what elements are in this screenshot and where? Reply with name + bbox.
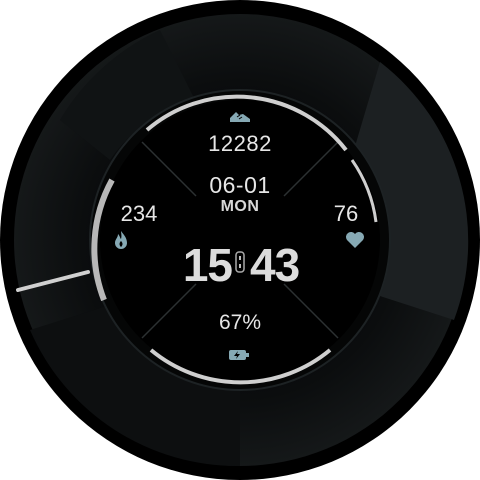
time-colon bbox=[239, 256, 241, 260]
heart-icon bbox=[346, 232, 364, 248]
bezel-segment bbox=[345, 62, 469, 320]
bezel-segment bbox=[30, 305, 240, 467]
steps-ring bbox=[145, 94, 348, 152]
battery-ring bbox=[149, 348, 332, 385]
time-hour: 15 bbox=[182, 239, 233, 291]
progress-rings bbox=[91, 94, 378, 385]
battery-value: 67% bbox=[218, 311, 262, 334]
time-colon bbox=[239, 264, 241, 268]
heart-rate-value: 76 bbox=[333, 201, 359, 226]
flame-icon bbox=[115, 231, 127, 249]
time-colon bbox=[235, 251, 245, 273]
seconds-hand bbox=[16, 270, 90, 292]
battery-charging-icon bbox=[229, 350, 249, 360]
weekday-value: MON bbox=[220, 198, 260, 215]
shoe-icon bbox=[230, 112, 250, 122]
dial-dividers bbox=[141, 141, 339, 339]
calories-ring bbox=[91, 178, 115, 302]
time-minute: 43 bbox=[250, 239, 300, 291]
steps-value: 12282 bbox=[208, 131, 272, 156]
heart-rate-ring bbox=[350, 159, 378, 223]
calories-value: 234 bbox=[120, 201, 158, 226]
bezel-segment bbox=[60, 30, 195, 160]
date-value: 06-01 bbox=[209, 172, 271, 198]
